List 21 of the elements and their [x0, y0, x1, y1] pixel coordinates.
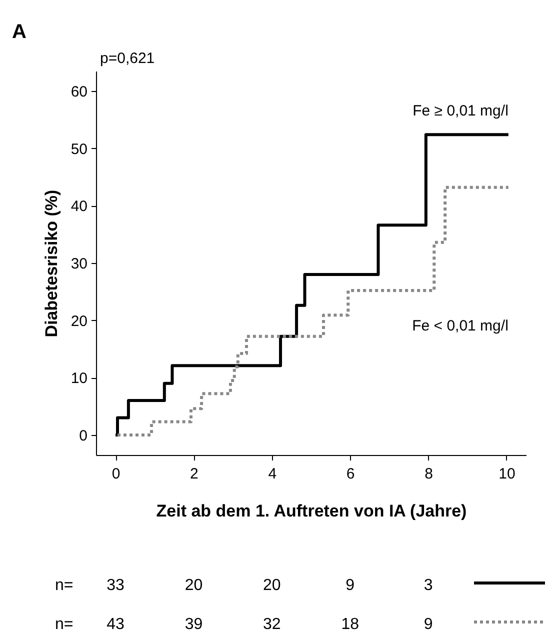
y-axis-title: Diabetesrisiko (%) [42, 190, 61, 338]
text: p=0,621 [100, 50, 155, 67]
text: n= 43 39 32 18 9 [55, 616, 433, 633]
x-tick-label: 8 [424, 466, 433, 482]
x-tick-label: 6 [346, 466, 355, 482]
y-tick-label: 30 [70, 256, 88, 272]
y-tick-label: 20 [70, 312, 88, 330]
series-label: Fe < 0,01 mg/l [412, 317, 508, 334]
x-tick-label: 0 [112, 466, 120, 482]
x-tick-label: 10 [498, 466, 516, 482]
x-tick-label: 4 [268, 466, 277, 482]
x-axis-title: Zeit ab dem 1. Auftreten von IA (Jahre) [156, 502, 467, 520]
chart-title: A [12, 21, 26, 43]
y-tick-label: 40 [70, 198, 88, 216]
y-tick-label: 50 [70, 140, 88, 158]
text: n= 33 20 20 9 3 [55, 577, 433, 594]
x-tick-label: 2 [190, 466, 198, 482]
y-tick-label: 10 [70, 370, 88, 388]
y-tick-label: 0 [79, 427, 88, 444]
y-tick-label: 60 [70, 84, 88, 101]
series-label: Fe ≥ 0,01 mg/l [412, 102, 508, 120]
